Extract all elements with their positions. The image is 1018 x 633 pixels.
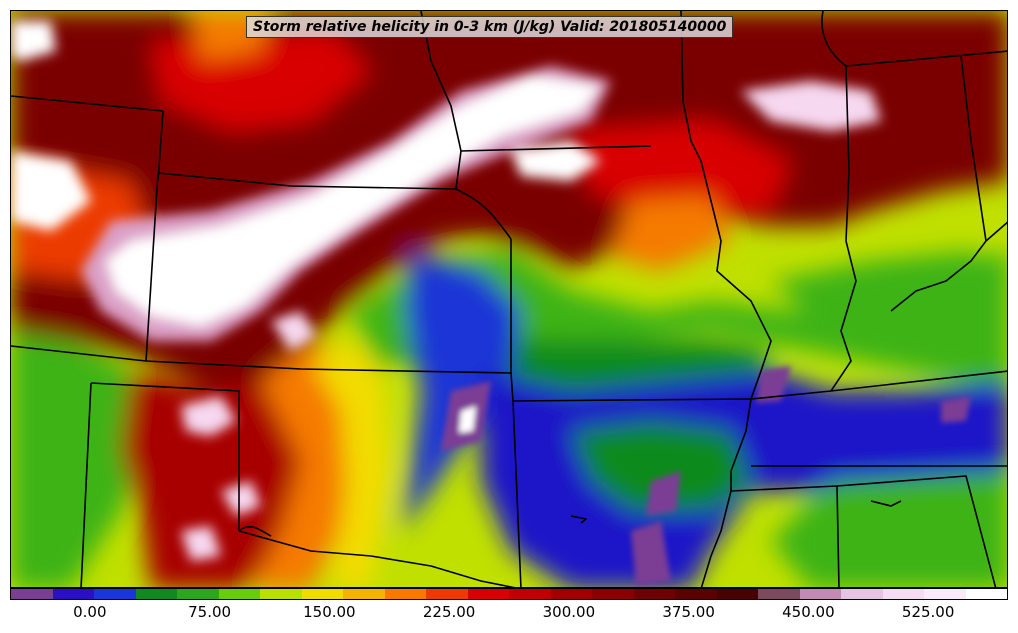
boundary-line bbox=[680, 11, 772, 400]
high-band-white bbox=[106, 76, 601, 326]
colorbar-segment bbox=[218, 589, 260, 599]
colorbar-segment bbox=[177, 589, 219, 599]
colorbar bbox=[10, 588, 1008, 600]
high-mid-pink-a bbox=[271, 311, 316, 351]
high-sw-pink-b bbox=[221, 481, 261, 516]
field-high-helicity-layer bbox=[11, 21, 881, 561]
boundary-line bbox=[455, 188, 512, 240]
colorbar-tick-label: 0.00 bbox=[73, 603, 107, 621]
boundary-line bbox=[157, 172, 457, 190]
colorbar-segment bbox=[592, 589, 634, 599]
boundary-line bbox=[830, 170, 857, 392]
field-south-green-mix bbox=[571, 421, 751, 511]
colorbar-tick-label: 300.00 bbox=[542, 603, 596, 621]
high-nw-white-b bbox=[11, 21, 56, 61]
high-mid-white bbox=[511, 141, 601, 181]
colorbar-segment bbox=[758, 589, 800, 599]
colorbar-tick-label: 150.00 bbox=[303, 603, 356, 621]
colorbar-segment bbox=[426, 589, 468, 599]
colorbar-tick-label: 375.00 bbox=[662, 603, 715, 621]
helicity-map bbox=[11, 11, 1007, 587]
colorbar-segment bbox=[94, 589, 136, 599]
boundary-line bbox=[730, 485, 838, 492]
colorbar-segment bbox=[301, 589, 343, 599]
colorbar-segment bbox=[384, 589, 426, 599]
field-yellow-streak bbox=[311, 341, 391, 587]
colorbar-segment bbox=[550, 589, 592, 599]
state-boundaries bbox=[11, 11, 1007, 587]
boundary-line bbox=[90, 382, 240, 531]
boundary-line bbox=[821, 11, 847, 67]
colorbar-segment bbox=[260, 589, 302, 599]
colorbar-tick-label: 225.00 bbox=[422, 603, 476, 621]
colorbar-segment bbox=[11, 589, 53, 599]
low-pocket-c bbox=[631, 521, 671, 586]
field-east-green bbox=[771, 471, 1007, 587]
low-pocket-f bbox=[459, 406, 476, 433]
boundary-line bbox=[11, 345, 512, 374]
low-pocket-e bbox=[756, 366, 791, 403]
low-pocket-d bbox=[941, 396, 971, 423]
boundary-line bbox=[80, 382, 92, 587]
field-low-pockets bbox=[441, 366, 971, 586]
field-orange-streak bbox=[252, 341, 351, 587]
colorbar-segment bbox=[135, 589, 177, 599]
colorbar-segment bbox=[965, 589, 1007, 599]
high-sw-pink-c bbox=[181, 526, 221, 561]
boundary-line bbox=[960, 55, 987, 242]
field-west-green bbox=[11, 331, 151, 587]
boundary-line bbox=[238, 530, 516, 587]
boundary-line bbox=[157, 110, 164, 182]
colorbar-labels: 0.00 75.00 150.00 225.00 300.00 375.00 450.00 5… bbox=[10, 601, 1008, 625]
colorbar-segment bbox=[675, 589, 717, 599]
map-title: Storm relative helicity in 0-3 km (J/kg)… bbox=[246, 16, 734, 38]
colorbar-segment bbox=[924, 589, 966, 599]
colorbar-segment bbox=[343, 589, 385, 599]
low-pocket-b bbox=[646, 471, 681, 516]
colorbar-segment bbox=[509, 589, 551, 599]
boundary-line bbox=[870, 500, 902, 507]
high-nw-white bbox=[11, 151, 91, 231]
field-sw-maroon bbox=[121, 371, 311, 587]
boundary-line bbox=[512, 400, 522, 587]
boundary-line bbox=[570, 515, 587, 524]
colorbar-tick-label: 525.00 bbox=[901, 603, 955, 621]
boundary-line bbox=[145, 172, 159, 362]
boundary-line bbox=[836, 485, 840, 587]
colorbar-segment bbox=[882, 589, 924, 599]
boundary-line bbox=[238, 526, 272, 537]
boundary-line bbox=[836, 475, 997, 587]
colorbar-segment bbox=[716, 589, 758, 599]
boundary-line bbox=[11, 95, 164, 112]
colorbar-segment bbox=[52, 589, 94, 599]
field-east-green-b bbox=[771, 251, 1007, 341]
colorbar-tick-label: 450.00 bbox=[782, 603, 835, 621]
map-panel bbox=[10, 10, 1008, 588]
colorbar-segment bbox=[467, 589, 509, 599]
high-sw-pink-a bbox=[181, 396, 236, 436]
colorbar-segment bbox=[841, 589, 883, 599]
colorbar-segment bbox=[633, 589, 675, 599]
colorbar-tick-label: 75.00 bbox=[188, 603, 232, 621]
field-central-green bbox=[351, 251, 1007, 391]
colorbar-segment bbox=[799, 589, 841, 599]
field-north-orange-b bbox=[611, 196, 731, 271]
boundary-line bbox=[890, 221, 1007, 312]
